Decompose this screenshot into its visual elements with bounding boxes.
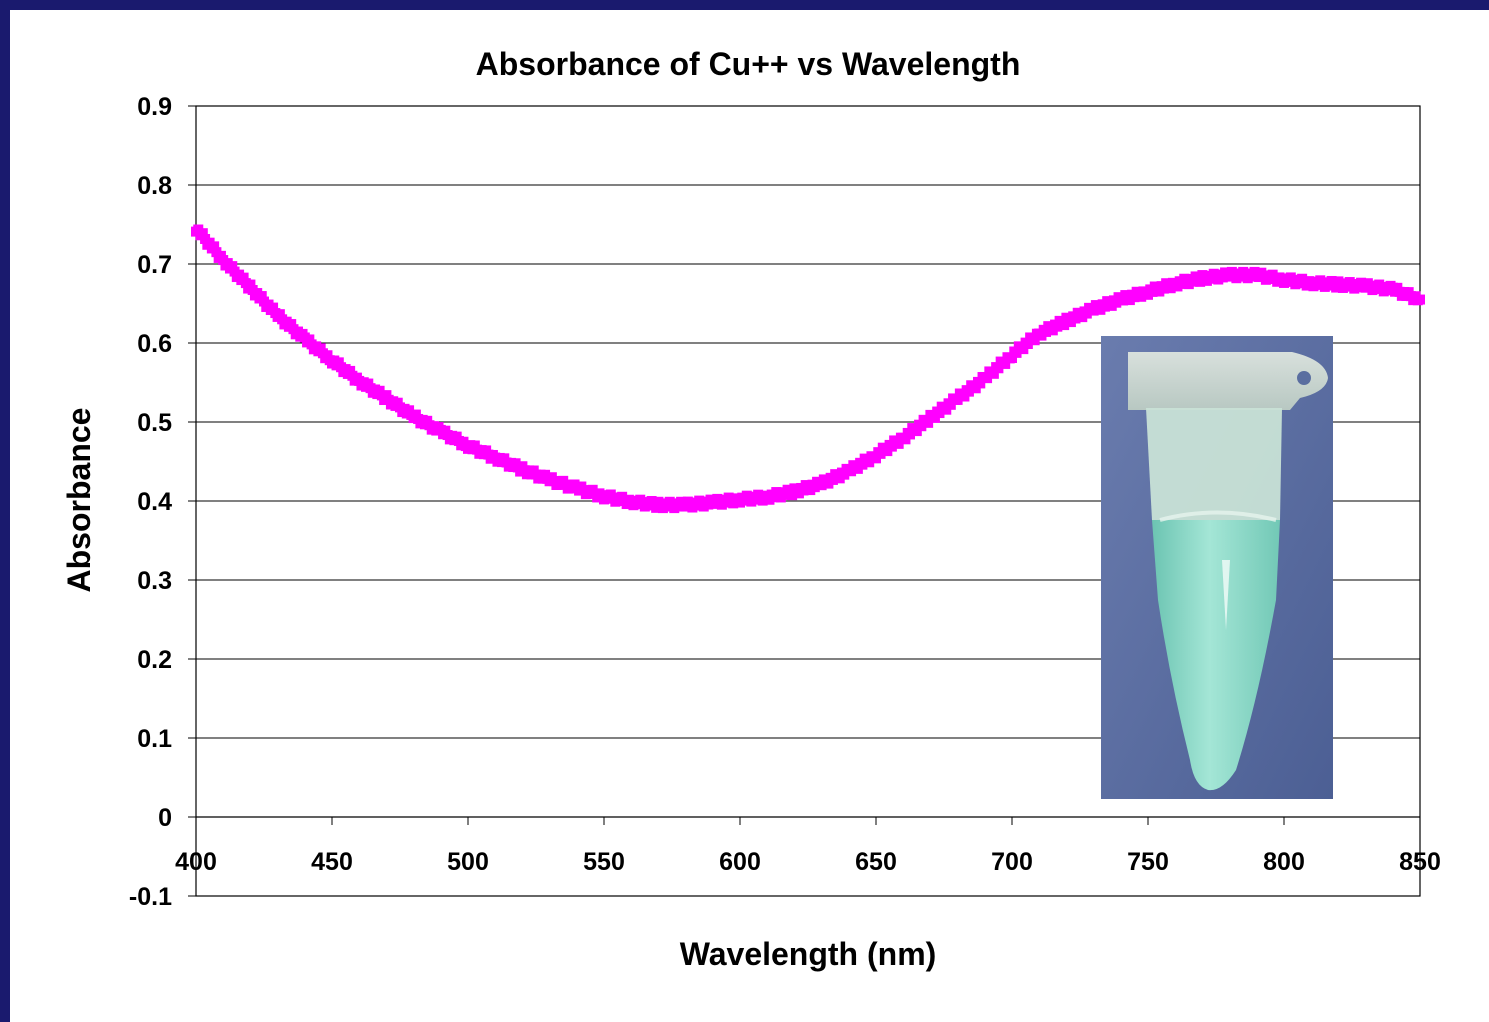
data-point xyxy=(197,228,208,239)
data-point xyxy=(993,363,1004,374)
y-tick-label: 0.6 xyxy=(137,330,172,358)
x-tick-label: 700 xyxy=(991,848,1033,876)
data-point xyxy=(1029,335,1040,346)
y-tick-label: 0.5 xyxy=(137,409,172,437)
y-tick-label: 0.9 xyxy=(137,93,172,121)
data-point xyxy=(238,272,249,283)
x-tick-label: 550 xyxy=(583,848,625,876)
data-point xyxy=(839,469,850,480)
data-point xyxy=(256,291,267,302)
data-point xyxy=(1018,344,1029,355)
plot-area-border xyxy=(195,105,1421,897)
data-point xyxy=(245,279,256,290)
x-axis-tick-labels: 400 450 500 550 600 650 700 750 800 850 xyxy=(175,848,1441,876)
y-tick-label: -0.1 xyxy=(129,883,172,911)
data-point xyxy=(227,261,238,272)
data-point xyxy=(1022,338,1033,349)
y-tick-label: 0.4 xyxy=(137,488,172,516)
data-point xyxy=(1000,358,1011,369)
x-tick-label: 750 xyxy=(1127,848,1169,876)
data-point xyxy=(1007,353,1017,364)
y-tick-label: 0.3 xyxy=(137,567,172,595)
x-tick-label: 800 xyxy=(1263,848,1305,876)
data-point xyxy=(988,368,999,379)
chart-title: Absorbance of Cu++ vs Wavelength xyxy=(476,46,1021,82)
data-point xyxy=(982,373,993,384)
x-tick-label: 650 xyxy=(855,848,897,876)
y-tick-label: 0 xyxy=(158,804,172,832)
data-point xyxy=(923,417,934,428)
data-point xyxy=(268,302,279,313)
data-point xyxy=(274,309,285,320)
series-absorbance xyxy=(191,224,1425,514)
data-point xyxy=(286,319,297,330)
data-point xyxy=(1059,320,1070,331)
data-point xyxy=(893,438,904,449)
y-axis-tick-labels: -0.1 0 0.1 0.2 0.3 0.4 0.5 0.6 0.7 0.8 0.9 xyxy=(129,93,172,911)
y-tick-label: 0.1 xyxy=(137,725,172,753)
data-point xyxy=(1415,294,1425,305)
data-point xyxy=(975,378,986,389)
y-tick-label: 0.7 xyxy=(137,251,172,279)
x-tick-label: 450 xyxy=(311,848,353,876)
x-axis-label: Wavelength (nm) xyxy=(680,936,937,972)
x-tick-label: 600 xyxy=(719,848,761,876)
microcentrifuge-tube-photo xyxy=(1101,336,1333,799)
y-tick-label: 0.2 xyxy=(137,646,172,674)
y-axis-label: Absorbance xyxy=(61,408,97,593)
data-point xyxy=(209,241,220,252)
data-point xyxy=(1011,347,1022,358)
x-tick-label: 500 xyxy=(447,848,489,876)
y-tick-label: 0.8 xyxy=(137,172,172,200)
